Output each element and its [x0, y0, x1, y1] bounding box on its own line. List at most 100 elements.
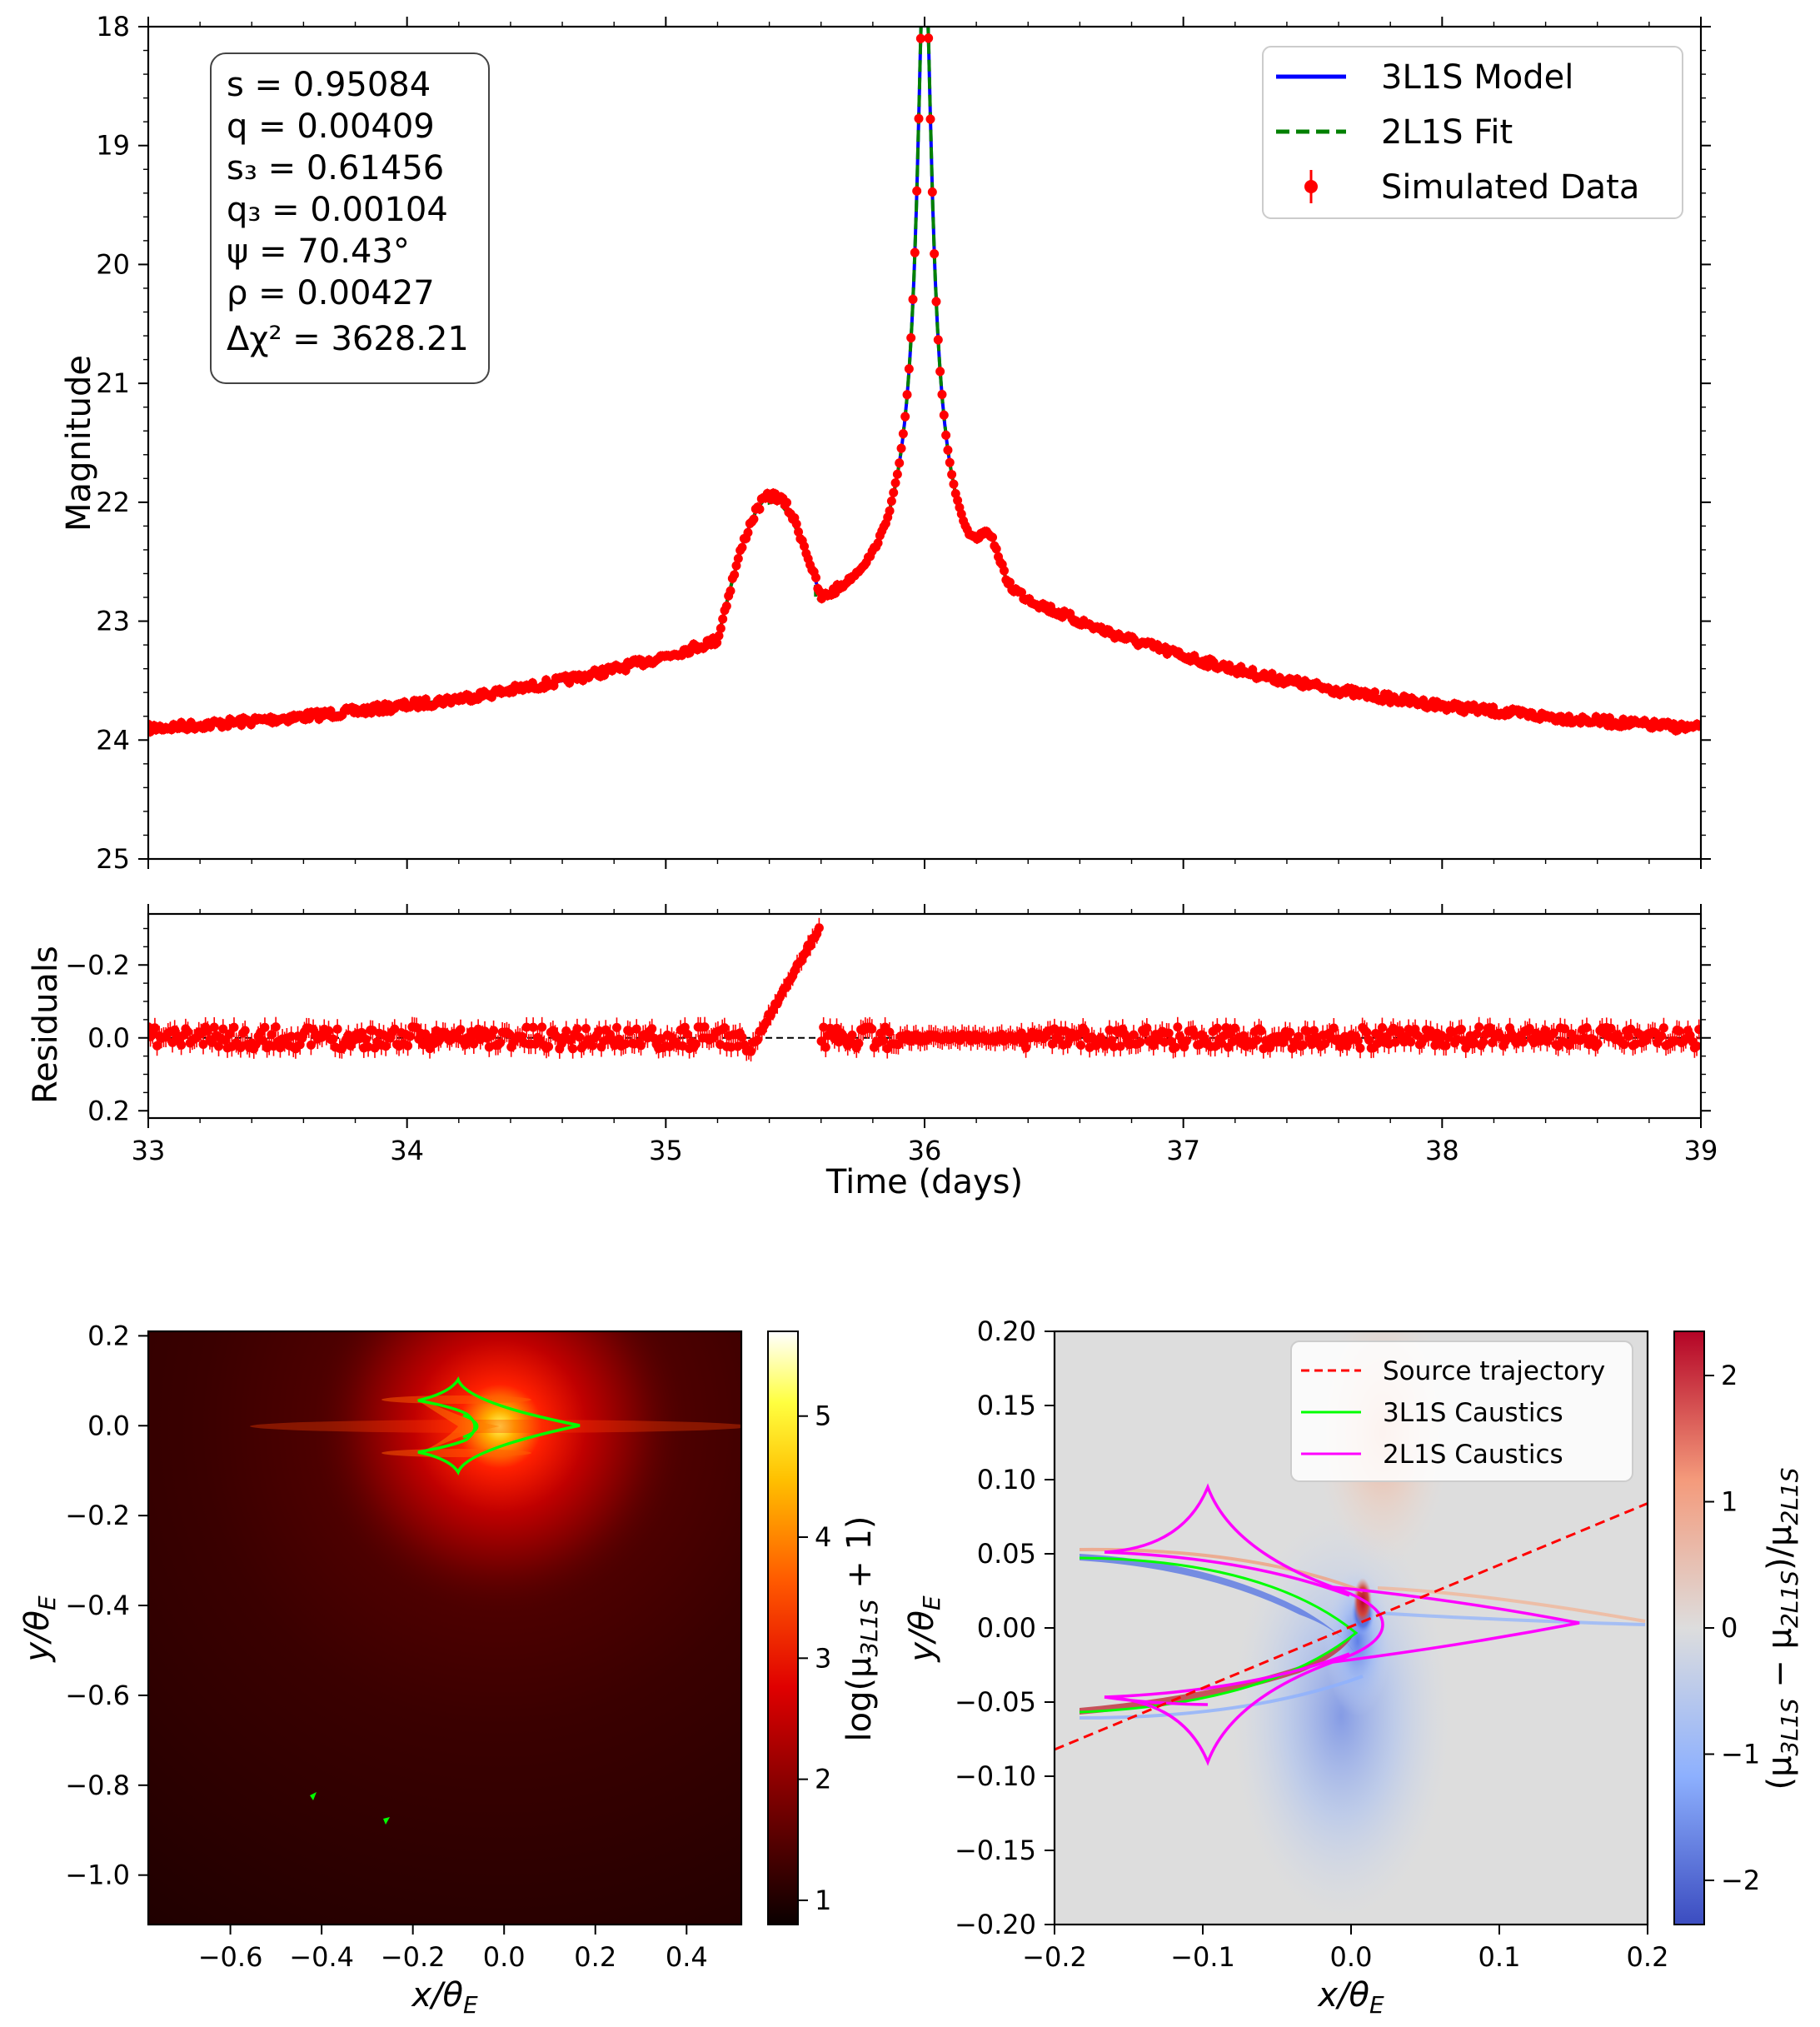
mag-cbar-tick-label: 4 [815, 1521, 831, 1553]
lc-ytick-label: 23 [96, 606, 130, 637]
residual-point [489, 1026, 499, 1036]
residual-point [1135, 1037, 1145, 1047]
magnification-streak-upper [381, 1395, 531, 1404]
residual-point [496, 1038, 506, 1048]
mag-ytick-label: −1.0 [65, 1860, 130, 1891]
res-ytick-label: −0.2 [65, 949, 130, 981]
residual-point [1109, 1041, 1119, 1051]
residual-point [1021, 1043, 1031, 1053]
magnification-map-panel: −0.6 −0.4 −0.2 0.0 0.2 0.4 0.2 0.0 −0.2 −0.4 −0.6 −… [18, 1320, 883, 2019]
data-point [755, 504, 765, 514]
residual-point [636, 1041, 646, 1051]
residual-point [700, 1022, 710, 1032]
param-psi: ψ = 70.43° [227, 232, 410, 271]
data-point [991, 544, 1001, 554]
residual-point [647, 1024, 657, 1034]
residual-point [1694, 1025, 1701, 1035]
data-point [733, 554, 743, 564]
residual-point [150, 1023, 160, 1033]
diff-ytick-label: 0.10 [977, 1464, 1036, 1495]
residual-point [1285, 1027, 1295, 1037]
difference-lower-edge-blue [1079, 1675, 1364, 1720]
residual-point [1560, 1024, 1570, 1034]
residual-point [1518, 1037, 1528, 1047]
lc-ytick-label: 19 [96, 130, 130, 162]
residual-point [1619, 1040, 1629, 1050]
mag-cbar-tick-label: 2 [815, 1764, 831, 1795]
residual-point [885, 1027, 895, 1037]
data-point [930, 249, 940, 259]
residual-point [1181, 1036, 1191, 1046]
difference-colorbar [1673, 1331, 1705, 1925]
data-point [927, 187, 937, 197]
residual-point [1129, 1030, 1139, 1040]
mag-xtick-label: −0.6 [198, 1941, 263, 1973]
diff-ytick-label: −0.05 [955, 1686, 1036, 1718]
residual-point [1256, 1026, 1266, 1036]
mag-ytick-label: −0.2 [65, 1500, 130, 1531]
residual-point [324, 1026, 334, 1036]
residual-point [814, 923, 824, 933]
param-s: s = 0.95084 [227, 66, 431, 104]
3l1s-caustic-inner-cusp [462, 1414, 479, 1439]
param-dchi2: Δχ² = 3628.21 [227, 320, 469, 358]
data-point [714, 631, 724, 641]
residual-point [568, 1044, 578, 1054]
param-q: q = 0.00409 [227, 107, 435, 146]
residual-point [1329, 1023, 1339, 1033]
data-point [947, 470, 957, 480]
diff-ytick-label: −0.15 [955, 1835, 1036, 1866]
data-point [915, 33, 925, 43]
residual-point [1229, 1023, 1239, 1033]
data-point [924, 33, 934, 43]
residual-point [1593, 1039, 1603, 1049]
data-point [902, 390, 912, 400]
residual-point [1364, 1035, 1374, 1045]
magnification-colorbar-ticks: 5 4 3 2 1 [798, 1400, 831, 1916]
data-point [904, 364, 914, 374]
residual-point [621, 1039, 631, 1049]
data-point [943, 445, 953, 455]
magnification-map-ticks: −0.6 −0.4 −0.2 0.0 0.2 0.4 0.2 0.0 −0.2 −0.4 −0.6 −… [65, 1320, 707, 1973]
residual-point [1377, 1023, 1387, 1033]
residual-point [1456, 1025, 1466, 1035]
residual-point [1441, 1041, 1451, 1051]
res-xtick-label: 34 [390, 1135, 424, 1166]
data-point [873, 538, 883, 548]
residual-point [405, 1031, 415, 1041]
residual-point [257, 1036, 267, 1046]
magnification-colorbar-label: log(μ3L1S + 1) [840, 1515, 883, 1741]
lc-ytick-label: 24 [96, 724, 130, 756]
diff-xtick-label: 0.1 [1478, 1941, 1521, 1973]
3l1s-caustic-central-zoom [1079, 1556, 1359, 1714]
res-xtick-label: 38 [1425, 1135, 1459, 1166]
residual-point [1657, 1031, 1667, 1041]
residual-point [867, 1024, 877, 1034]
data-point [908, 294, 918, 304]
data-point [925, 114, 935, 124]
data-point [945, 457, 955, 467]
diff-ytick-label: 0.05 [977, 1538, 1036, 1570]
difference-map-ylabel: y/θE [903, 1595, 945, 1663]
residual-point [1674, 1026, 1684, 1036]
magnification-map-xlabel: x/θE [410, 1976, 478, 2019]
data-point [716, 623, 726, 633]
residuals-ticks: −0.2 0.0 0.233 34 35 36 37 38 39 [65, 904, 1718, 1166]
residual-point [854, 1038, 864, 1048]
3l1s-caustic-planetary-1 [310, 1792, 317, 1800]
residual-point [1142, 1023, 1152, 1033]
difference-lower-arm-red [1080, 1633, 1355, 1715]
data-point [726, 586, 735, 596]
residual-point [746, 1046, 756, 1056]
residual-point [820, 1042, 830, 1052]
data-point [1000, 566, 1010, 576]
2l1s-caustic-left [1104, 1483, 1384, 1766]
mag-cbar-tick-label: 1 [815, 1885, 831, 1916]
lc-ytick-label: 25 [96, 843, 130, 875]
data-point [885, 506, 895, 516]
source-trajectory-line [1055, 1502, 1648, 1751]
residual-point [537, 1022, 547, 1032]
lc-ytick-label: 18 [96, 11, 130, 42]
data-point [782, 497, 792, 507]
diff-cbar-tick-label: 1 [1721, 1486, 1738, 1518]
